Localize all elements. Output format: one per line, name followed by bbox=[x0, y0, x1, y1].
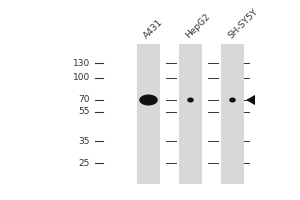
Text: A431: A431 bbox=[142, 17, 165, 40]
Text: 130: 130 bbox=[73, 58, 90, 68]
Text: 70: 70 bbox=[79, 96, 90, 104]
Ellipse shape bbox=[187, 98, 194, 102]
Text: 55: 55 bbox=[79, 108, 90, 116]
Text: 100: 100 bbox=[73, 73, 90, 82]
Bar bbox=[137, 44, 160, 184]
Text: SH-SY5Y: SH-SY5Y bbox=[226, 7, 260, 40]
Polygon shape bbox=[246, 95, 255, 105]
Ellipse shape bbox=[139, 95, 158, 106]
Text: 25: 25 bbox=[79, 158, 90, 168]
Bar bbox=[179, 44, 202, 184]
Text: HepG2: HepG2 bbox=[184, 12, 212, 40]
Ellipse shape bbox=[229, 98, 236, 102]
Text: 35: 35 bbox=[79, 136, 90, 146]
Bar bbox=[221, 44, 244, 184]
